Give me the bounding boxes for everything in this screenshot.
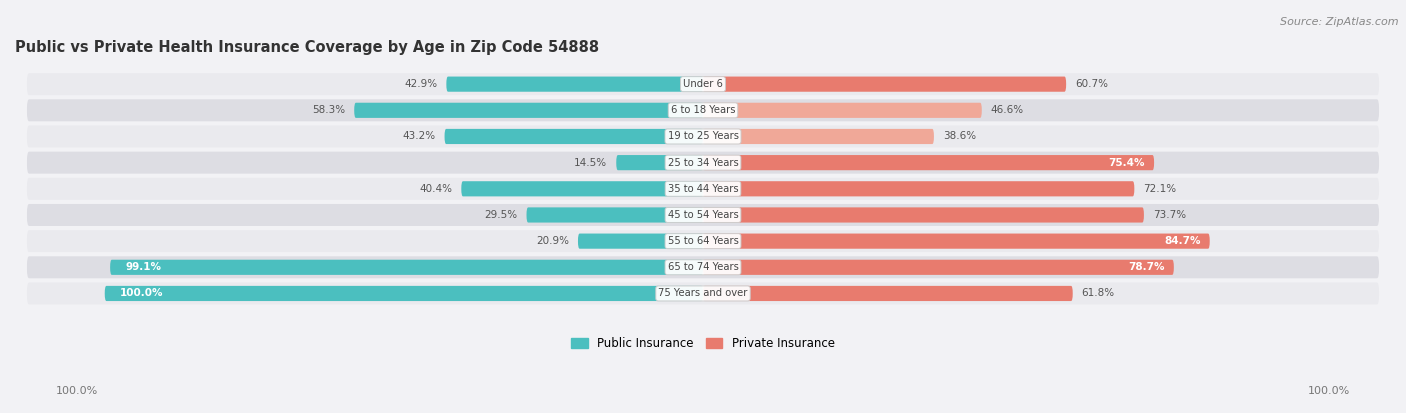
Text: 45 to 54 Years: 45 to 54 Years	[668, 210, 738, 220]
FancyBboxPatch shape	[27, 230, 1379, 252]
FancyBboxPatch shape	[110, 260, 703, 275]
FancyBboxPatch shape	[703, 103, 981, 118]
Text: 99.1%: 99.1%	[125, 262, 162, 272]
FancyBboxPatch shape	[354, 103, 703, 118]
Legend: Public Insurance, Private Insurance: Public Insurance, Private Insurance	[565, 331, 841, 356]
Text: 65 to 74 Years: 65 to 74 Years	[668, 262, 738, 272]
Text: 58.3%: 58.3%	[312, 105, 346, 115]
Text: 14.5%: 14.5%	[574, 158, 607, 168]
Text: 78.7%: 78.7%	[1129, 262, 1164, 272]
Text: 60.7%: 60.7%	[1076, 79, 1108, 89]
FancyBboxPatch shape	[703, 260, 1174, 275]
Text: 100.0%: 100.0%	[56, 387, 98, 396]
FancyBboxPatch shape	[27, 282, 1379, 304]
FancyBboxPatch shape	[104, 286, 703, 301]
FancyBboxPatch shape	[616, 155, 703, 170]
FancyBboxPatch shape	[526, 207, 703, 223]
FancyBboxPatch shape	[446, 76, 703, 92]
Text: 40.4%: 40.4%	[419, 184, 453, 194]
Text: 73.7%: 73.7%	[1153, 210, 1187, 220]
FancyBboxPatch shape	[703, 181, 1135, 197]
Text: 43.2%: 43.2%	[402, 131, 436, 142]
Text: Public vs Private Health Insurance Coverage by Age in Zip Code 54888: Public vs Private Health Insurance Cover…	[15, 40, 599, 55]
FancyBboxPatch shape	[444, 129, 703, 144]
Text: 6 to 18 Years: 6 to 18 Years	[671, 105, 735, 115]
Text: 100.0%: 100.0%	[120, 288, 163, 299]
FancyBboxPatch shape	[703, 233, 1209, 249]
Text: 72.1%: 72.1%	[1143, 184, 1177, 194]
Text: 46.6%: 46.6%	[991, 105, 1024, 115]
FancyBboxPatch shape	[703, 207, 1144, 223]
FancyBboxPatch shape	[27, 152, 1379, 173]
Text: 20.9%: 20.9%	[536, 236, 569, 246]
FancyBboxPatch shape	[27, 256, 1379, 278]
Text: 19 to 25 Years: 19 to 25 Years	[668, 131, 738, 142]
FancyBboxPatch shape	[27, 178, 1379, 200]
FancyBboxPatch shape	[703, 76, 1066, 92]
Text: 84.7%: 84.7%	[1164, 236, 1201, 246]
Text: 42.9%: 42.9%	[405, 79, 437, 89]
FancyBboxPatch shape	[27, 73, 1379, 95]
Text: Under 6: Under 6	[683, 79, 723, 89]
FancyBboxPatch shape	[703, 155, 1154, 170]
FancyBboxPatch shape	[578, 233, 703, 249]
FancyBboxPatch shape	[27, 204, 1379, 226]
Text: 100.0%: 100.0%	[1308, 387, 1350, 396]
Text: Source: ZipAtlas.com: Source: ZipAtlas.com	[1281, 17, 1399, 26]
Text: 75 Years and over: 75 Years and over	[658, 288, 748, 299]
Text: 25 to 34 Years: 25 to 34 Years	[668, 158, 738, 168]
FancyBboxPatch shape	[703, 286, 1073, 301]
FancyBboxPatch shape	[27, 99, 1379, 121]
FancyBboxPatch shape	[461, 181, 703, 197]
FancyBboxPatch shape	[703, 129, 934, 144]
FancyBboxPatch shape	[27, 126, 1379, 147]
Text: 75.4%: 75.4%	[1108, 158, 1144, 168]
Text: 61.8%: 61.8%	[1081, 288, 1115, 299]
Text: 35 to 44 Years: 35 to 44 Years	[668, 184, 738, 194]
Text: 55 to 64 Years: 55 to 64 Years	[668, 236, 738, 246]
Text: 38.6%: 38.6%	[943, 131, 976, 142]
Text: 29.5%: 29.5%	[485, 210, 517, 220]
